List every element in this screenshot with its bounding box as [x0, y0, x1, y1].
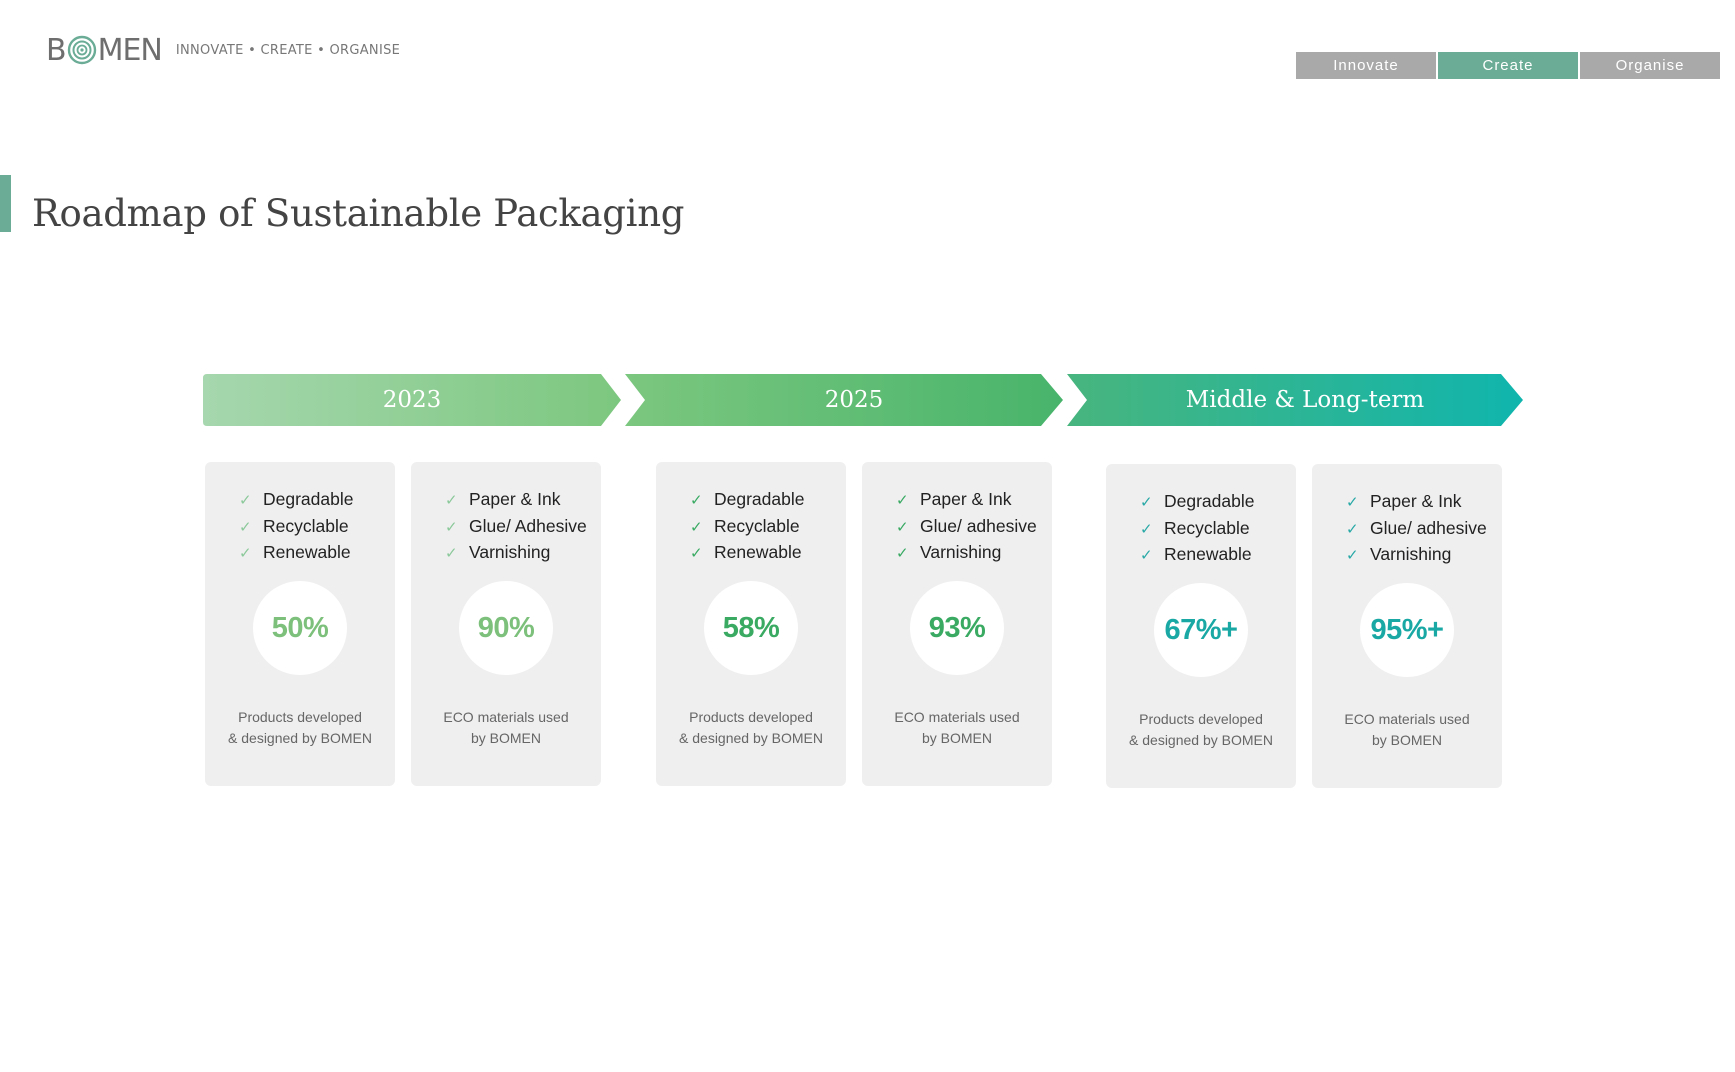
- list-item: ✓ Varnishing: [1346, 541, 1487, 568]
- card-2023-materials: ✓ Paper & Ink ✓ Glue/ Adhesive ✓ Varnishing…: [411, 462, 601, 786]
- check-icon: ✓: [690, 492, 703, 509]
- percent-circle: 67%+: [1154, 583, 1248, 677]
- checklist: ✓ Paper & Ink ✓ Glue/ adhesive ✓ Varnishing: [1346, 488, 1487, 568]
- percent-circle: 58%: [704, 581, 798, 675]
- title-accent-bar: [0, 175, 11, 232]
- card-long-term-products: ✓ Degradable ✓ Recyclable ✓ Renewable 67%+ …: [1106, 464, 1296, 788]
- list-item: ✓ Paper & Ink: [896, 486, 1037, 513]
- timeline-arrows: [203, 374, 1523, 426]
- phase-label-long-term: Middle & Long-term: [1185, 387, 1425, 413]
- roadmap-timeline: 2023 2025 Middle & Long-term: [203, 374, 1523, 426]
- target-icon: [67, 35, 96, 65]
- checklist: ✓ Degradable ✓ Recyclable ✓ Renewable: [1140, 488, 1254, 568]
- logo-wordmark: B MEN: [46, 32, 163, 68]
- tab-create[interactable]: Create: [1438, 52, 1578, 79]
- tab-organise[interactable]: Organise: [1580, 52, 1720, 79]
- percent-value: 95%+: [1370, 613, 1444, 646]
- phase-label-2023: 2023: [382, 387, 442, 413]
- check-icon: ✓: [896, 518, 909, 536]
- list-item: ✓ Renewable: [690, 539, 804, 566]
- top-nav: Innovate Create Organise: [1296, 52, 1720, 79]
- logo-letters-men: MEN: [97, 32, 163, 68]
- checklist: ✓ Degradable ✓ Recyclable ✓ Renewable: [239, 486, 353, 566]
- card-2025-products: ✓ Degradable ✓ Recyclable ✓ Renewable 58% P…: [656, 462, 846, 786]
- list-item: ✓ Recyclable: [1140, 515, 1254, 542]
- list-item: ✓ Recyclable: [690, 513, 804, 540]
- arrow-2023: [203, 374, 621, 426]
- list-item: ✓ Renewable: [239, 539, 353, 566]
- check-icon: ✓: [690, 518, 703, 536]
- check-icon: ✓: [1140, 547, 1153, 564]
- card-2023-products: ✓ Degradable ✓ Recyclable ✓ Renewable 50% P…: [205, 462, 395, 786]
- checklist: ✓ Paper & Ink ✓ Glue/ Adhesive ✓ Varnishing: [445, 486, 587, 566]
- logo: B MEN INNOVATE • CREATE • ORGANISE: [46, 30, 400, 70]
- card-caption: ECO materials used by BOMEN: [443, 709, 569, 746]
- list-item: ✓ Renewable: [1140, 541, 1254, 568]
- check-icon: ✓: [1346, 520, 1359, 538]
- list-item: ✓ Paper & Ink: [1346, 488, 1487, 515]
- list-item: ✓ Recyclable: [239, 513, 353, 540]
- check-icon: ✓: [1140, 494, 1153, 511]
- list-item: ✓ Paper & Ink: [445, 486, 587, 513]
- checklist: ✓ Paper & Ink ✓ Glue/ adhesive ✓ Varnishing: [896, 486, 1037, 566]
- percent-value: 50%: [271, 611, 329, 644]
- list-item: ✓ Glue/ adhesive: [1346, 515, 1487, 542]
- check-icon: ✓: [239, 492, 252, 509]
- card-caption: ECO materials used by BOMEN: [894, 709, 1020, 746]
- card-caption: Products developed & designed by BOMEN: [1129, 711, 1273, 748]
- percent-value: 90%: [477, 611, 535, 644]
- percent-circle: 93%: [910, 581, 1004, 675]
- list-item: ✓ Varnishing: [896, 539, 1037, 566]
- check-icon: ✓: [239, 545, 252, 562]
- logo-letter-b: B: [46, 32, 67, 68]
- percent-value: 67%+: [1164, 613, 1238, 646]
- check-icon: ✓: [239, 518, 252, 536]
- check-icon: ✓: [1140, 520, 1153, 538]
- list-item: ✓ Degradable: [1140, 488, 1254, 515]
- check-icon: ✓: [445, 545, 458, 562]
- percent-value: 93%: [928, 611, 986, 644]
- check-icon: ✓: [1346, 494, 1359, 511]
- percent-value: 58%: [722, 611, 780, 644]
- check-icon: ✓: [896, 492, 909, 509]
- check-icon: ✓: [690, 545, 703, 562]
- page-title: Roadmap of Sustainable Packaging: [32, 192, 685, 235]
- card-caption: ECO materials used by BOMEN: [1344, 711, 1470, 748]
- check-icon: ✓: [445, 492, 458, 509]
- card-long-term-materials: ✓ Paper & Ink ✓ Glue/ adhesive ✓ Varnishing…: [1312, 464, 1502, 788]
- logo-tagline: INNOVATE • CREATE • ORGANISE: [175, 42, 401, 58]
- check-icon: ✓: [896, 545, 909, 562]
- percent-circle: 95%+: [1360, 583, 1454, 677]
- arrow-long-term: [1067, 374, 1523, 426]
- list-item: ✓ Degradable: [239, 486, 353, 513]
- list-item: ✓ Glue/ Adhesive: [445, 513, 587, 540]
- percent-circle: 90%: [459, 581, 553, 675]
- check-icon: ✓: [1346, 547, 1359, 564]
- list-item: ✓ Degradable: [690, 486, 804, 513]
- card-2025-materials: ✓ Paper & Ink ✓ Glue/ adhesive ✓ Varnishing…: [862, 462, 1052, 786]
- checklist: ✓ Degradable ✓ Recyclable ✓ Renewable: [690, 486, 804, 566]
- check-icon: ✓: [445, 518, 458, 536]
- card-caption: Products developed & designed by BOMEN: [228, 709, 372, 746]
- phase-label-2025: 2025: [824, 387, 884, 413]
- list-item: ✓ Glue/ adhesive: [896, 513, 1037, 540]
- percent-circle: 50%: [253, 581, 347, 675]
- list-item: ✓ Varnishing: [445, 539, 587, 566]
- tab-innovate[interactable]: Innovate: [1296, 52, 1436, 79]
- card-caption: Products developed & designed by BOMEN: [679, 709, 823, 746]
- arrow-2025: [625, 374, 1063, 426]
